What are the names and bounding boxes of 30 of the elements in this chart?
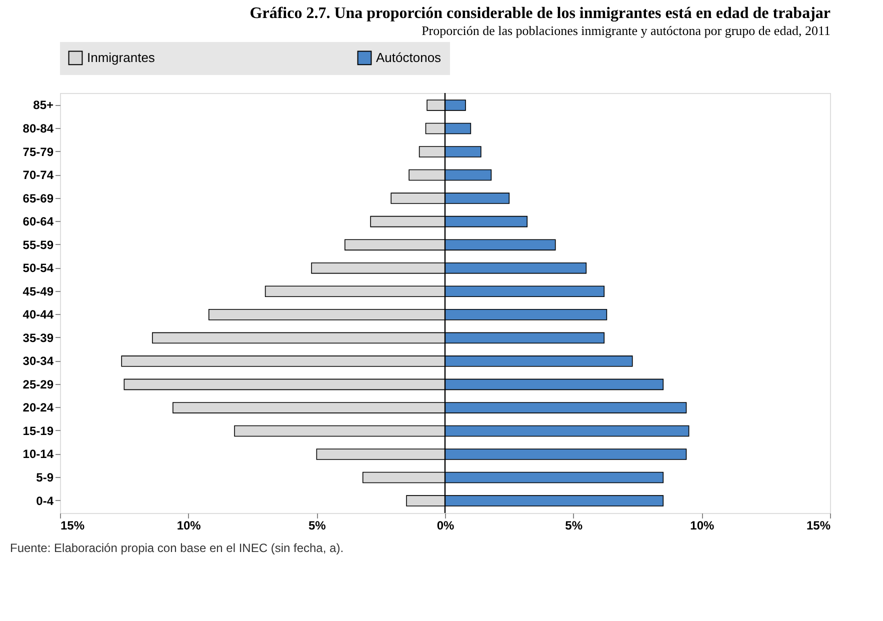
y-tick-label: 10-14 xyxy=(22,447,54,462)
y-tick-label: 25-29 xyxy=(22,377,54,392)
x-tick-label: 0% xyxy=(436,518,454,532)
x-tick-label: 5% xyxy=(565,518,583,532)
y-tick-label: 55-59 xyxy=(22,238,54,252)
legend-label: Autóctonos xyxy=(376,50,442,65)
y-tick-label: 85+ xyxy=(33,98,54,112)
chart-title: Gráfico 2.7. Una proporción considerable de los inmigrantes está en edad de trabajar xyxy=(250,5,830,22)
y-tick-label: 50-54 xyxy=(22,261,54,276)
x-tick-label: 10% xyxy=(176,518,202,532)
y-tick-label: 60-64 xyxy=(22,214,54,229)
y-tick-label: 80-84 xyxy=(22,121,54,136)
y-tick-label: 0-4 xyxy=(36,494,54,508)
y-tick-label: 45-49 xyxy=(22,284,54,298)
y-tick-label: 40-44 xyxy=(22,308,54,322)
x-tick-label: 5% xyxy=(308,518,326,532)
x-tick-label: 10% xyxy=(690,518,714,532)
y-tick-label: 65-69 xyxy=(22,191,54,206)
source-note: Fuente: Elaboración propia con base en el INEC (sin fecha, a). xyxy=(10,541,344,555)
y-tick-label: 15-19 xyxy=(22,424,54,438)
x-tick-label: 15% xyxy=(60,518,85,532)
y-tick-label: 5-9 xyxy=(36,470,54,485)
y-tick-label: 35-39 xyxy=(22,330,54,345)
y-tick-label: 20-24 xyxy=(22,400,54,415)
y-tick-label: 70-74 xyxy=(22,168,54,182)
y-tick-label: 30-34 xyxy=(22,354,54,368)
x-tick-label: 15% xyxy=(806,518,831,532)
legend-label: Inmigrantes xyxy=(87,50,156,65)
chart-subtitle: Proporción de las poblaciones inmigrante y autóctona por grupo de edad, 2011 xyxy=(422,23,830,38)
y-tick-label: 75-79 xyxy=(22,144,54,159)
